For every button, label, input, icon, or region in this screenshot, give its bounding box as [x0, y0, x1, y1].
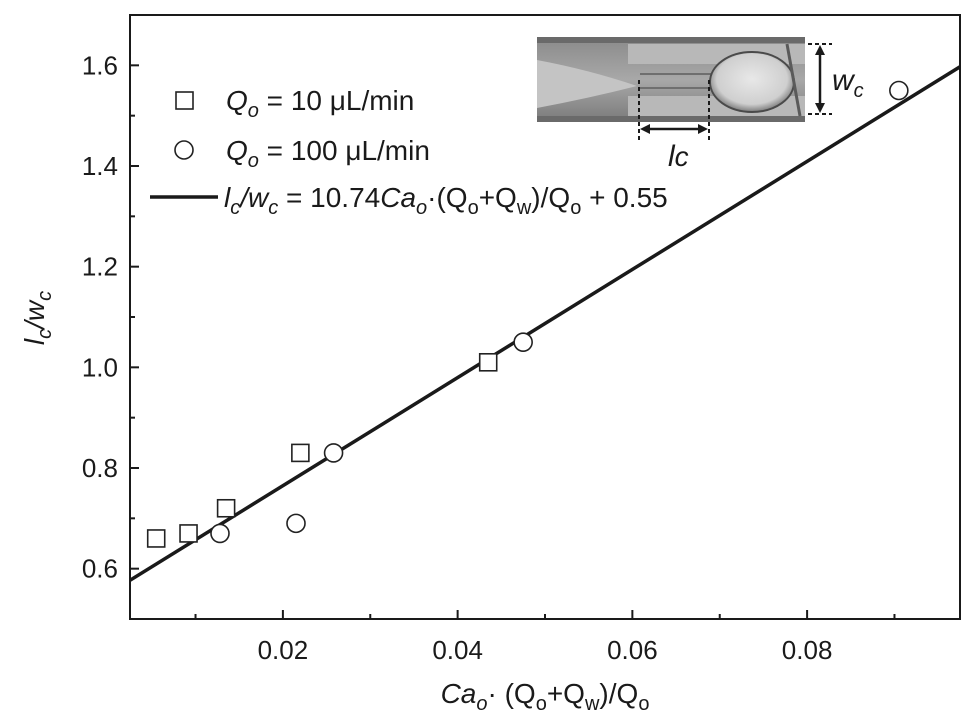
microchannel-inset-image	[537, 37, 805, 122]
inset-annotations	[638, 43, 832, 142]
data-point-square	[179, 524, 198, 543]
data-point-circle	[889, 80, 909, 101]
x-axis-ticks: 0.02 0.04 0.06 0.08	[194, 610, 896, 665]
data-point-square	[216, 498, 236, 518]
data-point-circle	[513, 332, 533, 352]
y-axis-title: lc/wc	[19, 291, 56, 345]
x-tick-label: 0.06	[607, 635, 658, 665]
y-axis-ticks: 0.6 0.8 1.0 1.2 1.4 1.6	[82, 50, 139, 584]
x-tick-label: 0.08	[782, 635, 833, 665]
x-tick-label: 0.04	[432, 635, 483, 665]
x-axis-title: Cao· (Qo+Qw)/Qo	[441, 678, 650, 715]
fit-line	[130, 65, 960, 582]
legend-label-fit: lc/wc = 10.74Cao·(Qo+Qw)/Qo + 0.55	[224, 182, 668, 219]
y-tick-label: 1.2	[82, 252, 118, 282]
y-tick-label: 1.0	[82, 352, 118, 382]
legend-label-100: Qo = 100 μL/min	[226, 135, 430, 172]
data-point-square	[478, 352, 498, 372]
y-tick-label: 1.4	[82, 151, 118, 181]
legend-marker-square	[175, 91, 194, 110]
y-tick-label: 0.8	[82, 453, 118, 483]
x-tick-label: 0.02	[258, 635, 309, 665]
data-point-square	[291, 443, 310, 463]
y-tick-label: 0.6	[82, 554, 118, 584]
data-point-circle	[323, 443, 344, 463]
legend-marker-circle	[174, 140, 194, 160]
data-point-circle	[210, 523, 230, 544]
data-point-circle	[286, 513, 306, 534]
legend: Qo = 10 μL/min Qo = 100 μL/min lc/wc = 1…	[150, 85, 668, 219]
y-tick-label: 1.6	[82, 50, 118, 80]
data-point-square	[146, 529, 166, 548]
inset-wc-label: wc	[832, 64, 864, 102]
inset-lc-label: lc	[668, 140, 689, 173]
data-markers	[146, 80, 909, 548]
legend-label-10: Qo = 10 μL/min	[226, 85, 414, 122]
